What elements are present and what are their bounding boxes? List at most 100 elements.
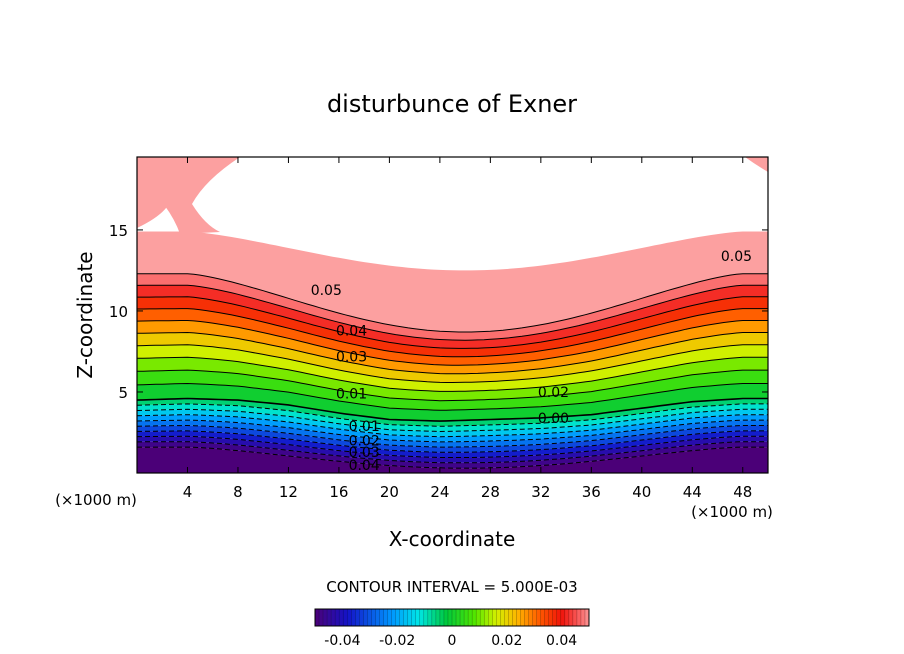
colorbar-swatch <box>439 609 445 626</box>
x-tick-label: 36 <box>582 483 601 501</box>
contour-line <box>136 397 768 422</box>
x-tick-label: 16 <box>329 483 348 501</box>
chart-title: disturbunce of Exner <box>327 90 577 118</box>
colorbar-swatch <box>580 609 586 626</box>
contour-line <box>136 441 768 464</box>
colorbar-swatch <box>516 609 521 626</box>
colorbar-swatch <box>456 609 461 626</box>
colorbar-swatch <box>452 609 457 626</box>
contour-line <box>136 419 768 443</box>
colorbar-swatch <box>512 609 517 626</box>
colorbar-swatch <box>387 609 392 626</box>
y-axis-label: Z-coordinate <box>73 251 97 378</box>
colorbar-swatch <box>447 609 453 626</box>
contour-line <box>137 296 768 349</box>
x-tick-label: 12 <box>279 483 298 501</box>
colorbar-swatch <box>383 609 388 626</box>
contour-line <box>136 331 768 375</box>
contour-line <box>136 344 768 383</box>
contour-label: 0.00 <box>538 411 569 427</box>
contour-line <box>136 356 768 392</box>
x-unit-left: (×1000 m) <box>55 491 137 509</box>
colorbar-tick-label: 0.04 <box>546 633 577 649</box>
y-tick-label: 10 <box>109 303 128 321</box>
contour-line <box>137 446 768 469</box>
contour-label: 0.05 <box>311 283 342 299</box>
contour-line <box>136 430 768 453</box>
colorbar-swatch <box>464 609 469 626</box>
colorbar-swatch <box>359 609 364 626</box>
colorbar-swatch <box>419 609 425 626</box>
contour-line <box>137 273 768 333</box>
colorbar-swatch <box>415 609 421 626</box>
contour-labels: 0.050.050.040.030.01 0.020.000.010.020.03… <box>311 249 752 474</box>
colorbar-swatch <box>379 609 384 626</box>
colorbar-swatch <box>568 609 574 626</box>
colorbar-swatch <box>536 609 541 626</box>
colorbar-swatch <box>431 609 437 626</box>
colorbar-swatches <box>314 609 590 626</box>
colorbar-ticks: -0.04 -0.02 0 0.02 0.04 <box>324 633 577 649</box>
band-ground <box>137 447 768 473</box>
colorbar-swatch <box>492 609 497 626</box>
colorbar-swatch <box>435 609 441 626</box>
colorbar-swatch <box>427 609 433 626</box>
colorbar-swatch <box>355 609 360 626</box>
colorbar-swatch <box>540 609 545 626</box>
contour-line <box>136 284 768 341</box>
colorbar-swatch <box>423 609 429 626</box>
colorbar-swatch <box>315 609 320 626</box>
colorbar-swatch <box>327 609 332 626</box>
y-tick-label: 15 <box>109 222 128 240</box>
colorbar-swatch <box>572 609 578 626</box>
colorbar-swatch <box>460 609 465 626</box>
contour-label: 0.04 <box>336 323 367 339</box>
contour-label: 0.02 <box>349 434 380 450</box>
contour-label: 0.05 <box>721 249 752 265</box>
colorbar-swatch <box>407 609 413 626</box>
x-tick-label: 32 <box>531 483 550 501</box>
colorbar-swatch <box>584 609 590 626</box>
contour-label: 0.03 <box>349 445 380 461</box>
colorbar-swatch <box>403 609 408 626</box>
contour-lines <box>136 273 768 469</box>
colorbar-swatch <box>564 609 570 626</box>
colorbar-swatch <box>488 609 493 626</box>
colorbar-swatch <box>544 609 550 626</box>
colorbar-swatch <box>443 609 449 626</box>
colorbar-swatch <box>520 609 525 626</box>
band-top-right <box>745 157 768 172</box>
contour-line <box>137 308 768 358</box>
contour-label: 0.03 <box>336 349 367 365</box>
colorbar-swatch <box>576 609 582 626</box>
x-tick-label: 44 <box>683 483 702 501</box>
colorbar-swatch <box>363 609 368 626</box>
colorbar-swatch <box>331 609 336 626</box>
contour-band <box>137 370 768 411</box>
plot-frame <box>136 156 769 474</box>
x-tick-label: 24 <box>430 483 449 501</box>
colorbar-swatch <box>504 609 509 626</box>
x-tick-label: 48 <box>733 483 752 501</box>
contour-label: 0.02 <box>538 385 569 401</box>
x-ticks: 4 8 12 16 20 24 28 32 36 40 44 48 <box>183 157 752 501</box>
colorbar-swatch <box>472 609 477 626</box>
colorbar-swatch <box>367 609 372 626</box>
colorbar-swatch <box>319 609 324 626</box>
colorbar-swatch <box>371 609 376 626</box>
contour-line <box>137 435 768 458</box>
x-axis-label: X-coordinate <box>389 527 516 551</box>
x-tick-label: 28 <box>481 483 500 501</box>
colorbar-swatch <box>399 609 404 626</box>
y-tick-label: 5 <box>118 384 128 402</box>
colorbar: -0.04 -0.02 0 0.02 0.04 <box>314 608 590 649</box>
x-tick-label: 8 <box>233 483 243 501</box>
colorbar-swatch <box>476 609 481 626</box>
contour-line <box>136 403 768 427</box>
colorbar-frame <box>314 608 590 627</box>
contour-line <box>136 369 768 402</box>
colorbar-swatch <box>552 609 558 626</box>
colorbar-swatch <box>484 609 489 626</box>
contour-line <box>136 414 768 438</box>
